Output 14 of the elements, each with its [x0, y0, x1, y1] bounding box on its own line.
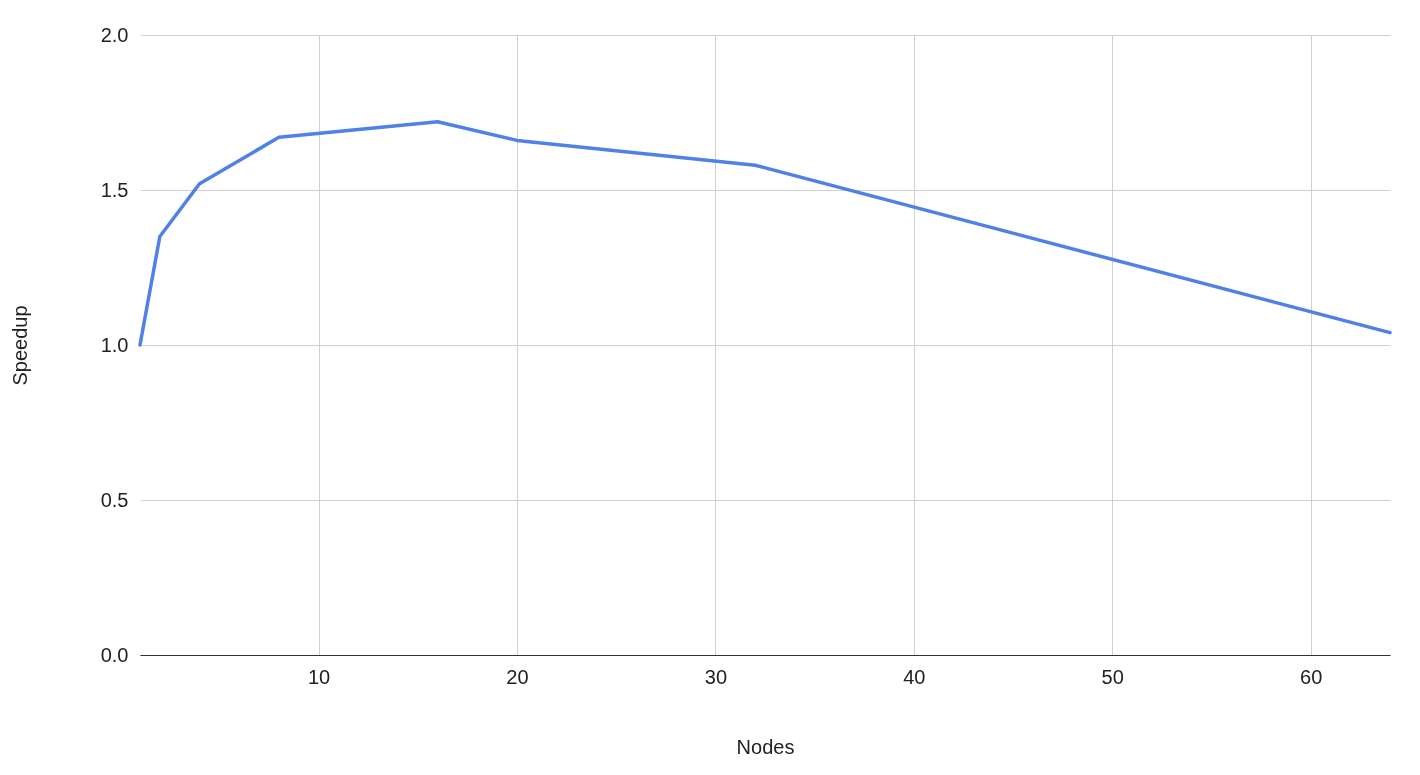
- y-tick-label: 1.0: [100, 333, 129, 356]
- x-tick-label: 60: [1300, 665, 1323, 688]
- y-tick-label: 0.0: [100, 643, 129, 666]
- y-tick-label: 1.5: [100, 178, 129, 201]
- x-tick-label: 40: [903, 665, 926, 688]
- y-tick-label: 0.5: [100, 488, 129, 511]
- line-series: [138, 120, 1392, 347]
- y-tick-label: 2.0: [100, 23, 129, 46]
- x-tick-label: 50: [1101, 665, 1124, 688]
- x-tick-label: 30: [704, 665, 728, 688]
- x-tick-label: 20: [506, 665, 529, 688]
- x-tick-label: 10: [307, 665, 331, 688]
- x-axis-title: Nodes: [736, 735, 795, 758]
- y-axis-title: Speedup: [8, 305, 31, 386]
